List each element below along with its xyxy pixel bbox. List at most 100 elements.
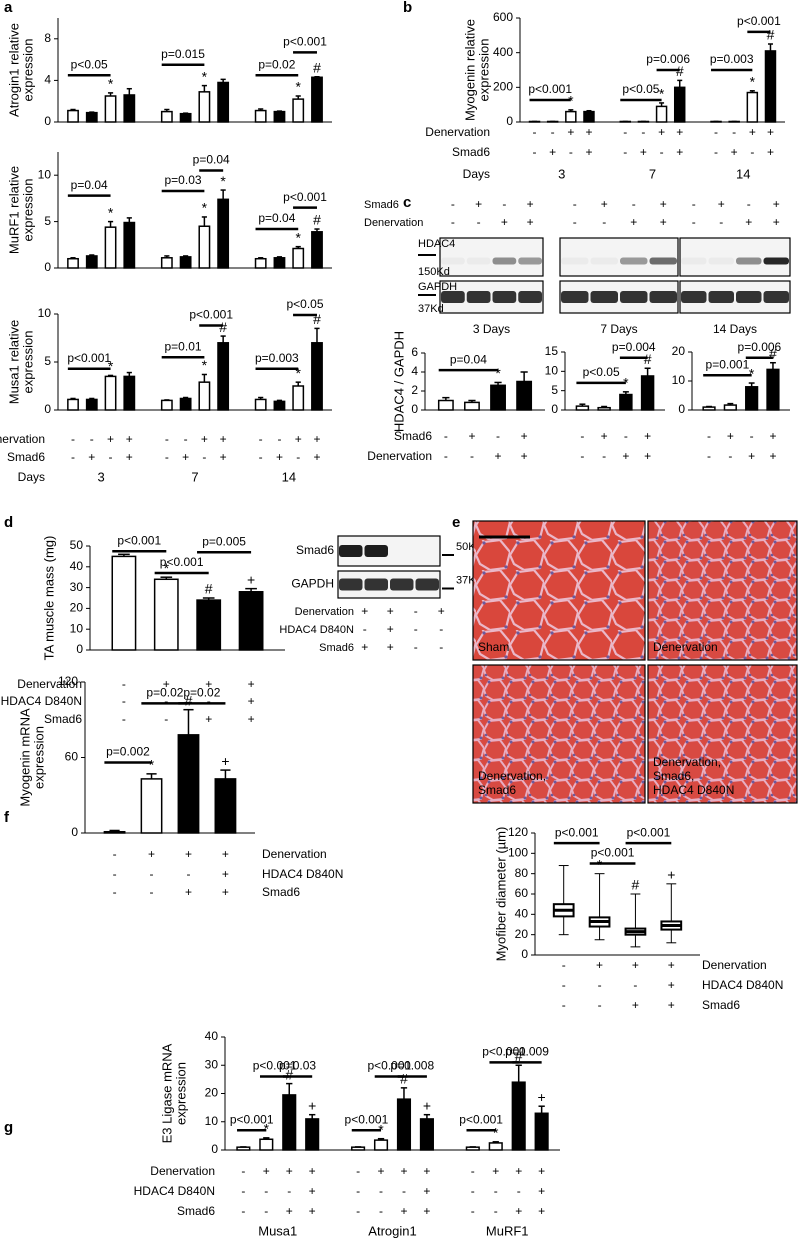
blot-band [416, 579, 440, 591]
y-axis-label: HDAC4 / GAPDH [391, 331, 406, 432]
condition-sign: - [470, 449, 474, 463]
condition-sign: + [527, 197, 534, 211]
bar [293, 249, 303, 268]
p-value: p<0.001 [591, 846, 635, 860]
p-value: p=0.006 [646, 52, 690, 66]
blot-band [365, 545, 389, 557]
blot-band [561, 258, 589, 265]
y-tick-label: 80 [515, 866, 529, 880]
error-bar [127, 89, 132, 95]
p-value: p=0.002 [106, 745, 150, 759]
y-tick-label: 60 [515, 886, 529, 900]
condition-sign: - [184, 432, 188, 446]
condition-sign: + [185, 885, 192, 899]
condition-sign: + [521, 449, 528, 463]
condition-sign: + [276, 450, 283, 464]
condition-sign: - [356, 1164, 360, 1178]
y-axis-label: E3 Ligase mRNA [159, 1043, 174, 1143]
p-value: p<0.05 [71, 57, 108, 71]
y-tick-label: 30 [205, 1057, 219, 1071]
condition-sign: - [451, 197, 455, 211]
condition-sign: + [749, 125, 756, 139]
condition-sign: + [640, 145, 647, 159]
blot-time-label: 7 Days [600, 322, 637, 336]
y-tick-label: 30 [70, 580, 84, 594]
significance-mark: * [495, 365, 501, 381]
condition-name: Denervation [702, 958, 767, 972]
condition-sign: - [707, 429, 711, 443]
bar [256, 399, 266, 410]
bar [199, 382, 209, 410]
y-tick-label: 10 [38, 167, 52, 181]
significance-mark: * [149, 757, 155, 773]
p-value: p=0.02 [258, 57, 295, 71]
bar [703, 407, 715, 410]
blot-size-label: 37Kd [418, 303, 444, 315]
condition-sign: + [313, 432, 320, 446]
condition-sign: - [363, 622, 367, 636]
significance-mark: # [400, 1071, 408, 1087]
y-tick-label: 8 [44, 31, 51, 45]
significance-mark: + [538, 1089, 546, 1105]
bar [421, 1119, 434, 1150]
p-value: p=0.03 [165, 173, 202, 187]
error-bar [202, 217, 207, 226]
significance-mark: + [308, 1097, 316, 1113]
panel-label: f [4, 809, 10, 826]
condition-name: Smad6 [262, 885, 300, 899]
bar [87, 113, 97, 122]
significance-mark: * [202, 200, 208, 216]
condition-sign: - [122, 677, 126, 691]
condition-sign: - [623, 125, 627, 139]
condition-sign: + [769, 429, 776, 443]
histology-image [473, 521, 645, 660]
condition-sign: + [492, 1164, 499, 1178]
significance-mark: * [295, 365, 301, 381]
y-tick-label: 20 [672, 344, 686, 358]
significance-mark: # [767, 27, 775, 43]
bar [105, 227, 115, 268]
error-bar [202, 374, 207, 382]
y-axis-label: Musa1 relative [6, 320, 21, 405]
bar [489, 1143, 502, 1150]
bar [312, 232, 322, 268]
condition-sign: - [241, 1184, 245, 1198]
condition-sign: + [185, 847, 192, 861]
p-value: p=0.006 [738, 340, 782, 354]
significance-mark: * [295, 229, 301, 245]
bar [312, 343, 322, 410]
bar [68, 399, 78, 410]
condition-sign: + [538, 1164, 545, 1178]
error-bar [202, 86, 207, 92]
bar [239, 592, 262, 650]
condition-sign: + [745, 215, 752, 229]
y-tick-label: 600 [493, 10, 513, 24]
y-axis-label: expression [31, 726, 46, 789]
error-bar [521, 372, 528, 382]
group-label: 7 [191, 469, 198, 484]
bar [68, 259, 78, 268]
condition-sign: - [471, 1164, 475, 1178]
condition-sign: - [444, 429, 448, 443]
condition-sign: + [767, 125, 774, 139]
condition-sign: + [286, 1164, 293, 1178]
error-bar [401, 1088, 407, 1099]
blot-band [518, 258, 542, 265]
blot-row-label: GAPDH [291, 577, 334, 591]
condition-sign: + [148, 847, 155, 861]
p-value: p<0.05 [622, 82, 659, 96]
condition-sign: + [585, 145, 592, 159]
bar [260, 1139, 273, 1150]
bar [274, 112, 284, 122]
condition-sign: + [676, 145, 683, 159]
group-axis-label: Days [18, 470, 45, 484]
bar [765, 51, 775, 122]
condition-sign: - [186, 867, 190, 881]
condition-sign: - [165, 432, 169, 446]
condition-sign: - [402, 1184, 406, 1198]
bar [724, 405, 736, 410]
bar [199, 226, 209, 268]
condition-sign: + [205, 712, 212, 726]
condition-sign: + [644, 429, 651, 443]
condition-sign: + [387, 622, 394, 636]
